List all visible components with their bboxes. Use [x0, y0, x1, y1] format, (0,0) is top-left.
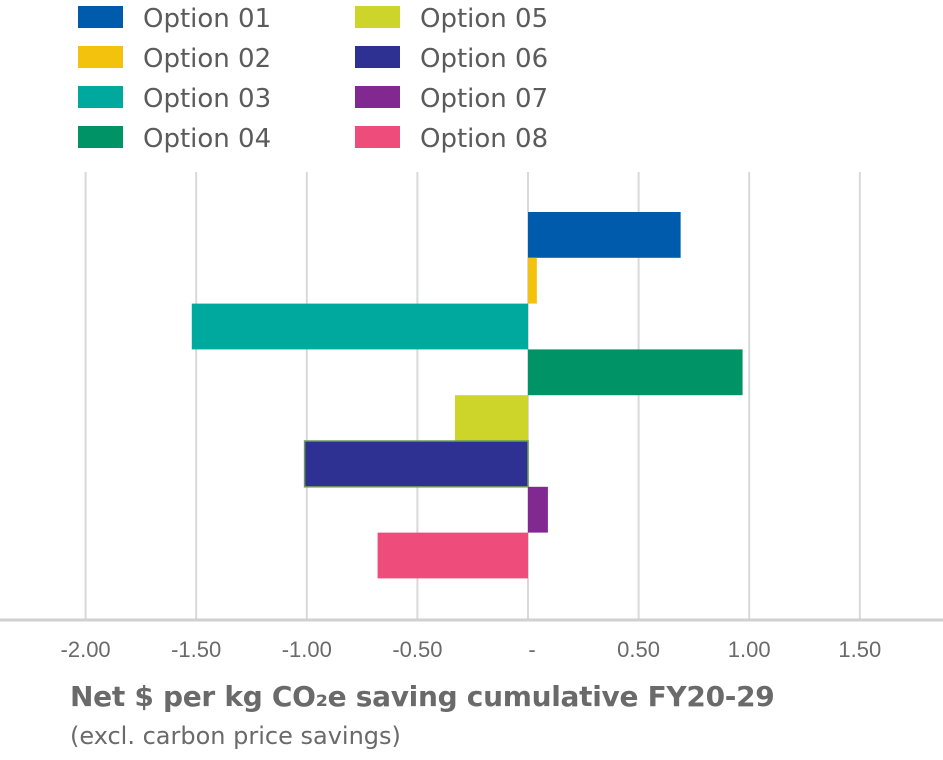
- legend-label: Option 01: [143, 4, 271, 34]
- x-tick-label: -0.50: [392, 637, 442, 662]
- x-tick-labels: -2.00 -1.50 -1.00 -0.50-0.50 1.00 1.50: [61, 637, 882, 662]
- bar: [528, 349, 743, 396]
- legend-swatch: [78, 46, 123, 68]
- bar-chart: Option 01 Option 02 Option 03 Option 04 Opti…: [0, 4, 943, 662]
- legend-item: Option 04: [78, 124, 271, 154]
- x-tick-label: 0.50: [617, 637, 660, 662]
- bar: [528, 486, 548, 533]
- x-tick-label: -2.00: [61, 637, 111, 662]
- legend-swatch: [78, 6, 123, 28]
- x-tick-label: 1.50: [838, 637, 881, 662]
- bar: [303, 440, 529, 488]
- legend-label: Option 08: [420, 124, 548, 154]
- legend-swatch: [355, 126, 400, 148]
- legend-swatch: [78, 86, 123, 108]
- legend-label: Option 07: [420, 84, 548, 114]
- legend-item: Option 01: [78, 4, 271, 34]
- x-axis-title: Net $ per kg CO₂e saving cumulative FY20…: [70, 680, 775, 713]
- legend-label: Option 02: [143, 44, 271, 74]
- legend-item: Option 07: [355, 84, 548, 114]
- legend-swatch: [355, 46, 400, 68]
- legend-item: Option 05: [355, 4, 548, 34]
- legend-item: Option 03: [78, 84, 271, 114]
- bar: [191, 303, 528, 350]
- legend-swatch: [78, 126, 123, 148]
- legend-swatch: [355, 6, 400, 28]
- legend-item: Option 02: [78, 44, 271, 74]
- legend-label: Option 05: [420, 4, 548, 34]
- x-tick-label: -1.50: [171, 637, 221, 662]
- legend-item: Option 06: [355, 44, 548, 74]
- x-tick-label: 1.00: [728, 637, 771, 662]
- x-tick-label: -1.00: [282, 637, 332, 662]
- x-tick-label: -: [528, 637, 535, 662]
- legend-label: Option 03: [143, 84, 271, 114]
- legend: Option 01 Option 02 Option 03 Option 04 Opti…: [78, 4, 548, 154]
- bar: [528, 257, 537, 304]
- legend-label: Option 04: [143, 124, 271, 154]
- bar: [528, 212, 681, 258]
- bar: [377, 532, 528, 579]
- bars: [191, 212, 743, 579]
- legend-swatch: [355, 86, 400, 108]
- bar: [455, 395, 528, 441]
- x-axis-subtitle: (excl. carbon price savings): [70, 722, 401, 750]
- legend-label: Option 06: [420, 44, 548, 74]
- legend-item: Option 08: [355, 124, 548, 154]
